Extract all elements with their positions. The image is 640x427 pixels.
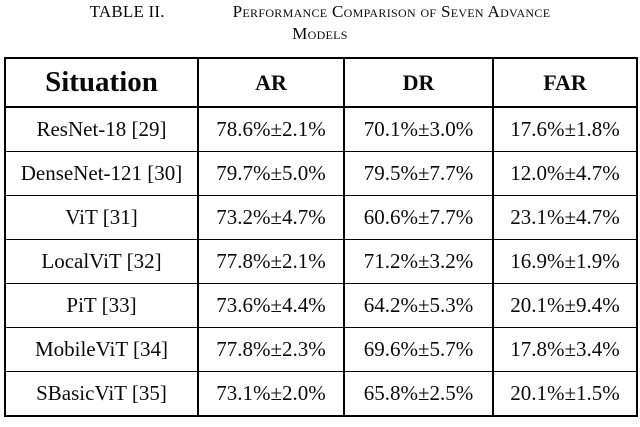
table-caption-text-2: Models (292, 24, 348, 43)
far-value-cell: 23.1%±4.7% (492, 195, 638, 240)
table-caption: TABLE II. Performance Comparison of Seven… (0, 1, 640, 45)
dr-value-cell: 60.6%±7.7% (343, 195, 494, 240)
model-name-cell: SBasicViT [35] (4, 371, 199, 417)
dr-value-cell: 65.8%±2.5% (343, 371, 494, 417)
far-value-cell: 17.8%±3.4% (492, 327, 638, 372)
dr-value-cell: 79.5%±7.7% (343, 151, 494, 196)
table-header: Situation AR DR FAR (4, 57, 638, 108)
table-row: ResNet-18 [29] 78.6%±2.1% 70.1%±3.0% 17.… (4, 106, 638, 152)
model-name-cell: PiT [33] (4, 283, 199, 328)
ar-value-cell: 73.1%±2.0% (197, 371, 345, 417)
far-value-cell: 16.9%±1.9% (492, 239, 638, 284)
ar-value-cell: 78.6%±2.1% (197, 106, 345, 152)
ar-value-cell: 79.7%±5.0% (197, 151, 345, 196)
far-value-cell: 17.6%±1.8% (492, 106, 638, 152)
header-row: Situation AR DR FAR (4, 57, 638, 108)
dr-value-cell: 69.6%±5.7% (343, 327, 494, 372)
ar-value-cell: 77.8%±2.1% (197, 239, 345, 284)
model-name-cell: LocalViT [32] (4, 239, 199, 284)
table-row: LocalViT [32] 77.8%±2.1% 71.2%±3.2% 16.9… (4, 239, 638, 284)
ar-value-cell: 73.6%±4.4% (197, 283, 345, 328)
model-name-cell: DenseNet-121 [30] (4, 151, 199, 196)
table-caption-line1: TABLE II. Performance Comparison of Seven… (0, 1, 640, 23)
table-row: SBasicViT [35] 73.1%±2.0% 65.8%±2.5% 20.… (4, 371, 638, 417)
far-value-cell: 12.0%±4.7% (492, 151, 638, 196)
far-value-cell: 20.1%±1.5% (492, 371, 638, 417)
model-name-cell: ResNet-18 [29] (4, 106, 199, 152)
performance-table: Situation AR DR FAR ResNet-18 [29] 78.6%… (4, 57, 638, 417)
table-row: PiT [33] 73.6%±4.4% 64.2%±5.3% 20.1%±9.4… (4, 283, 638, 328)
table-row: ViT [31] 73.2%±4.7% 60.6%±7.7% 23.1%±4.7… (4, 195, 638, 240)
table-caption-line2: Models (0, 23, 640, 45)
table-row: MobileViT [34] 77.8%±2.3% 69.6%±5.7% 17.… (4, 327, 638, 372)
table-number-label: TABLE II. (89, 2, 165, 21)
column-header-far: FAR (492, 57, 638, 108)
column-header-dr: DR (343, 57, 494, 108)
column-header-ar: AR (197, 57, 345, 108)
ar-value-cell: 77.8%±2.3% (197, 327, 345, 372)
column-header-situation: Situation (4, 57, 199, 108)
model-name-cell: ViT [31] (4, 195, 199, 240)
table-caption-text: Performance Comparison of Seven Advance (232, 2, 551, 21)
dr-value-cell: 71.2%±3.2% (343, 239, 494, 284)
table-body: ResNet-18 [29] 78.6%±2.1% 70.1%±3.0% 17.… (4, 106, 638, 417)
ar-value-cell: 73.2%±4.7% (197, 195, 345, 240)
dr-value-cell: 64.2%±5.3% (343, 283, 494, 328)
far-value-cell: 20.1%±9.4% (492, 283, 638, 328)
dr-value-cell: 70.1%±3.0% (343, 106, 494, 152)
model-name-cell: MobileViT [34] (4, 327, 199, 372)
table-row: DenseNet-121 [30] 79.7%±5.0% 79.5%±7.7% … (4, 151, 638, 196)
